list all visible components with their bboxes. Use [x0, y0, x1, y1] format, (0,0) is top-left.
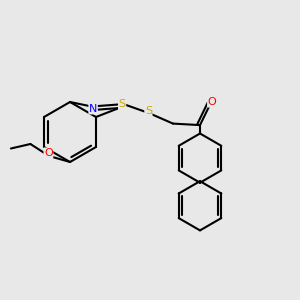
- Text: O: O: [44, 148, 53, 158]
- Text: S: S: [118, 99, 126, 110]
- Text: O: O: [208, 97, 216, 107]
- Text: N: N: [89, 104, 97, 114]
- Text: S: S: [145, 106, 152, 116]
